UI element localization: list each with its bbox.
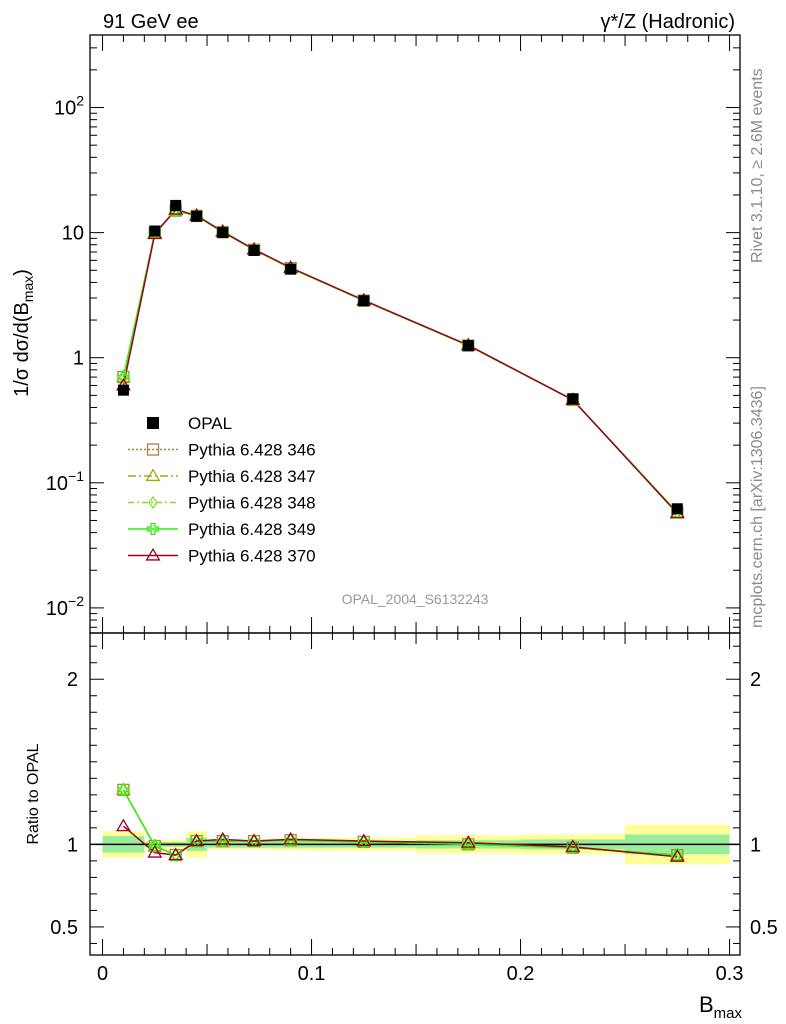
legend-label: Pythia 6.428 346	[188, 441, 316, 460]
analysis-watermark: OPAL_2004_S6132243	[342, 591, 489, 607]
y-tick-label: 10−2	[46, 593, 84, 620]
x-axis-label: Bmax	[699, 992, 743, 1022]
legend-marker	[146, 443, 160, 456]
ratio-point-5	[460, 835, 476, 848]
legend-label: Pythia 6.428 347	[188, 467, 316, 486]
rivet-label: Rivet 3.1.10, ≥ 2.6M events	[749, 68, 766, 263]
ratio-point-5	[283, 831, 299, 845]
ratio-point-5	[669, 849, 685, 862]
main-panel: 10−2 10−1 1 10 102 OPAL_2004_S6132243 1/σ dσ…	[11, 34, 741, 634]
legend-marker	[145, 468, 161, 482]
mcplots-label: mcplots.cern.ch [arXiv:1306.3436]	[749, 386, 766, 628]
ratio-point-5	[356, 833, 372, 847]
data-point	[117, 384, 129, 396]
ratio-point-5	[147, 845, 163, 858]
header-right-label: γ*/Z (Hadronic)	[601, 11, 735, 33]
y-tick-label: 10−1	[46, 468, 84, 495]
legend-label: Pythia 6.428 370	[188, 547, 316, 566]
data-point	[462, 340, 474, 352]
legend-marker	[148, 495, 158, 510]
ratio-point-5	[168, 847, 184, 861]
legend-label: OPAL	[188, 414, 232, 433]
data-point	[285, 263, 297, 275]
data-point	[567, 393, 579, 405]
ratio-y-tick-label: 2	[67, 669, 78, 691]
y-tick-label: 10	[62, 223, 84, 245]
data-point	[149, 225, 161, 237]
ratio-panel: 0.5 0.5 1 1 2 2 0 0.1 0.2 0.3 Ratio to OPAL Bmax	[25, 632, 778, 1022]
ratio-y-axis-label: Ratio to OPAL	[25, 743, 42, 844]
ratio-point-5	[565, 839, 581, 852]
ratio-y-tick-label: 0.5	[50, 917, 78, 939]
data-point	[248, 244, 260, 256]
legend: OPAL Pythia 6.428 346 Pythia 6.428 347 Pyth…	[128, 414, 316, 566]
ratio-y-tick-label: 1	[67, 834, 78, 856]
data-point	[170, 199, 182, 211]
ratio-point-5	[189, 833, 205, 847]
ratio-y-tick-label-right: 0.5	[750, 917, 778, 939]
x-tick-label: 0.2	[507, 963, 535, 985]
legend-marker	[145, 547, 161, 561]
ratio-line-5	[122, 825, 678, 858]
data-point	[217, 227, 229, 239]
y-tick-label: 102	[54, 93, 84, 120]
ratio-point-5	[246, 833, 262, 847]
data-point	[191, 210, 203, 222]
x-tick-label: 0.3	[716, 963, 744, 985]
ratio-point-5	[115, 818, 131, 832]
ratio-y-tick-label-right: 1	[750, 834, 761, 856]
main-frame	[89, 34, 741, 634]
ratio-point-4	[117, 783, 130, 797]
data-point	[358, 295, 370, 307]
legend-marker	[146, 522, 160, 536]
ratio-point-4	[216, 834, 229, 848]
legend-label: Pythia 6.428 348	[188, 494, 316, 513]
x-tick-label: 0.1	[298, 963, 326, 985]
x-tick-label: 0	[97, 963, 108, 985]
ratio-point-4	[148, 839, 161, 853]
data-point	[671, 503, 683, 515]
ratio-frame	[89, 632, 741, 956]
ratio-y-tick-label-right: 2	[750, 669, 761, 691]
main-y-axis-label: 1/σ dσ/d(Bmax)	[11, 269, 36, 397]
ratio-point-4	[284, 834, 297, 847]
ratio-point-4	[357, 835, 370, 849]
ratio-point-5	[215, 831, 231, 845]
legend-label: Pythia 6.428 349	[188, 520, 316, 539]
header-left-label: 91 GeV ee	[103, 11, 199, 33]
y-tick-label: 1	[73, 348, 84, 370]
ratio-point-4	[566, 841, 579, 854]
ratio-point-4	[462, 838, 475, 851]
legend-marker	[147, 417, 159, 429]
